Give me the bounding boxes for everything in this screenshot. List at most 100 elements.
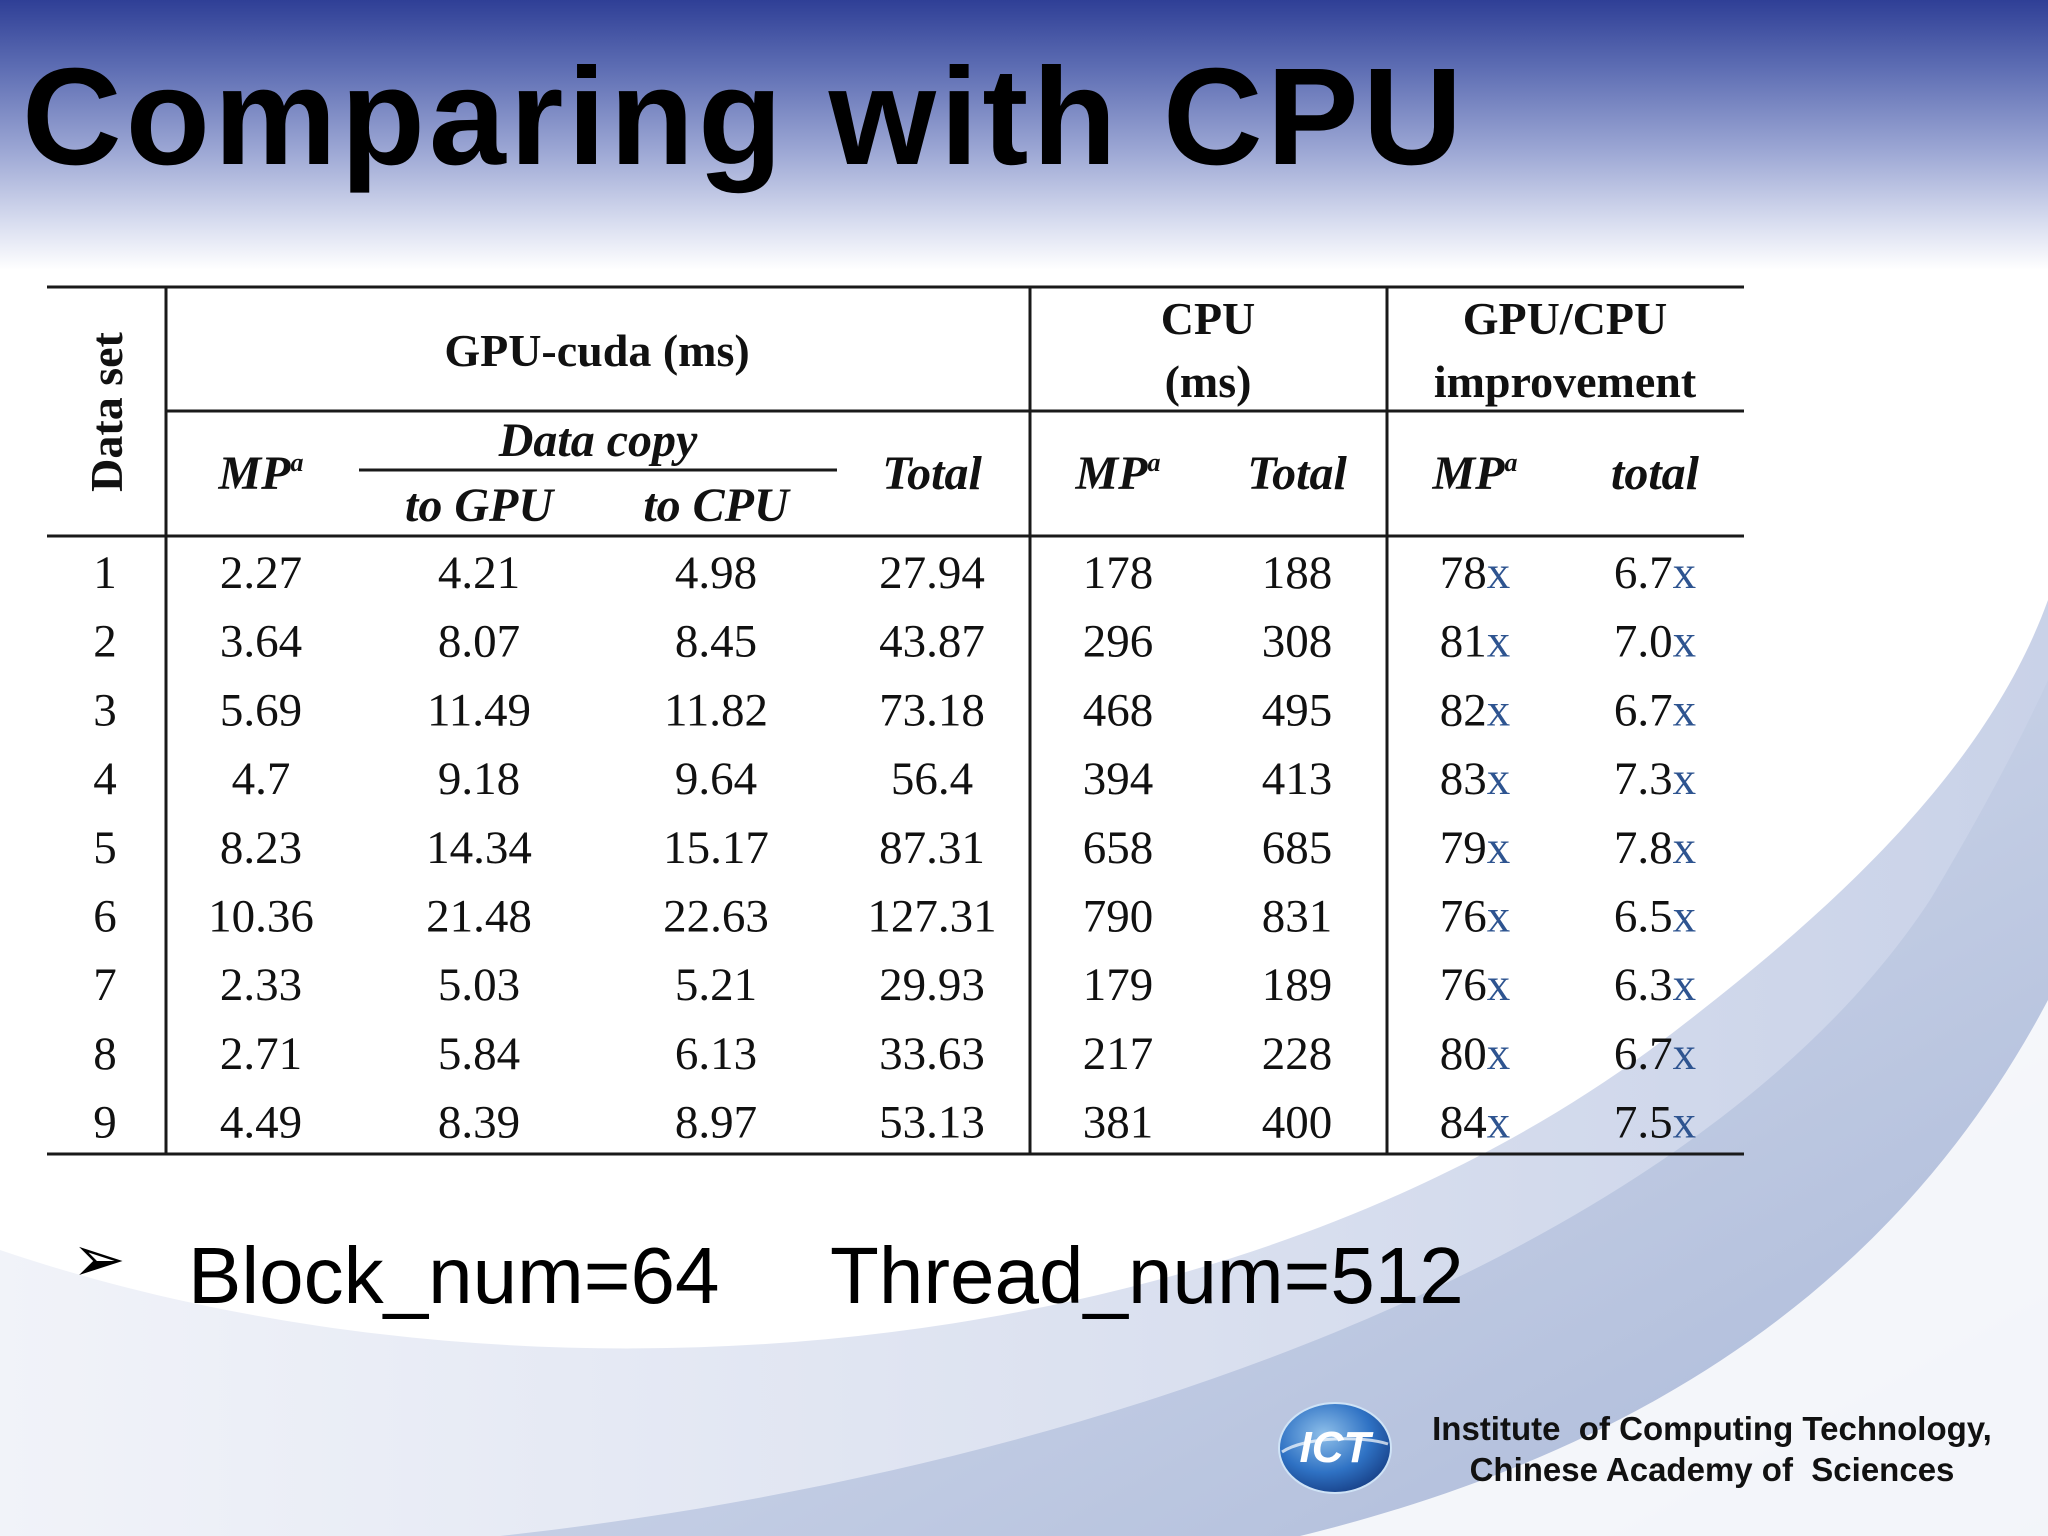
header-data-copy: Data copy <box>498 414 698 467</box>
cell-to-gpu: 8.07 <box>438 616 520 668</box>
cell-imp-total: 6.7x <box>1614 547 1696 599</box>
cell-cpu-mp: 658 <box>1083 822 1154 874</box>
cell-gpu-mp: 2.71 <box>220 1028 302 1080</box>
table-row: 3 5.69 11.49 11.82 73.18 468 495 82x 6.7x <box>93 684 1696 736</box>
header-improvement-line2: improvement <box>1434 356 1697 407</box>
cell-imp-mp: 78x <box>1440 547 1511 599</box>
cell-to-gpu: 5.03 <box>438 959 520 1011</box>
table-row: 2 3.64 8.07 8.45 43.87 296 308 81x 7.0x <box>93 616 1696 668</box>
x-suffix: x <box>1487 959 1511 1011</box>
cell-to-gpu: 21.48 <box>426 891 532 943</box>
cell-cpu-mp: 468 <box>1083 684 1154 736</box>
header-cpu-line2: (ms) <box>1165 356 1252 407</box>
cell-gpu-mp: 4.49 <box>220 1097 302 1149</box>
cell-gpu-total: 33.63 <box>879 1028 985 1080</box>
cell-dataset: 3 <box>93 684 117 736</box>
cell-gpu-total: 56.4 <box>891 753 973 805</box>
cell-imp-mp: 80x <box>1440 1028 1511 1080</box>
cell-to-cpu: 8.45 <box>675 616 757 668</box>
cell-to-gpu: 9.18 <box>438 753 520 805</box>
x-suffix: x <box>1487 891 1511 943</box>
institute-line1: Institute of Computing Technology, <box>1432 1410 1992 1447</box>
cell-dataset: 5 <box>93 822 117 874</box>
header-improvement-line1: GPU/CPU <box>1463 293 1667 344</box>
cell-imp-total: 6.7x <box>1614 684 1696 736</box>
x-suffix: x <box>1673 959 1697 1011</box>
cell-to-cpu: 9.64 <box>675 753 757 805</box>
table-row: 6 10.36 21.48 22.63 127.31 790 831 76x 6.5x <box>93 891 1696 943</box>
x-suffix: x <box>1487 1097 1511 1149</box>
cell-gpu-total: 127.31 <box>867 891 996 943</box>
cell-cpu-total: 413 <box>1262 753 1333 805</box>
cell-dataset: 6 <box>93 891 117 943</box>
cell-dataset: 8 <box>93 1028 117 1080</box>
cell-imp-total: 7.0x <box>1614 616 1696 668</box>
ict-logo-text: ICT <box>1300 1423 1374 1472</box>
cell-cpu-total: 228 <box>1262 1028 1333 1080</box>
results-table: Data set GPU-cuda (ms) CPU (ms) GPU/CPU … <box>47 284 1744 1156</box>
cell-gpu-mp: 3.64 <box>220 616 302 668</box>
institute-name: Institute of Computing Technology, Chine… <box>1412 1408 2012 1490</box>
cell-cpu-mp: 394 <box>1083 753 1154 805</box>
header-imp-total: total <box>1611 447 1700 500</box>
cell-imp-mp: 76x <box>1440 891 1511 943</box>
header-cpu-total: Total <box>1247 447 1347 500</box>
cell-cpu-total: 189 <box>1262 959 1333 1011</box>
cell-to-cpu: 6.13 <box>675 1028 757 1080</box>
cell-imp-mp: 84x <box>1440 1097 1511 1149</box>
x-suffix: x <box>1487 822 1511 874</box>
cell-dataset: 7 <box>93 959 117 1011</box>
slide-title: Comparing with CPU <box>22 40 1467 194</box>
cell-imp-total: 7.3x <box>1614 753 1696 805</box>
header-gpu-group: GPU-cuda (ms) <box>444 325 749 376</box>
cell-cpu-mp: 217 <box>1083 1028 1154 1080</box>
cell-to-cpu: 15.17 <box>663 822 769 874</box>
x-suffix: x <box>1673 616 1697 668</box>
header-dataset: Data set <box>81 331 132 491</box>
table-row: 7 2.33 5.03 5.21 29.93 179 189 76x 6.3x <box>93 959 1696 1011</box>
cell-gpu-mp: 10.36 <box>208 891 314 943</box>
header-to-gpu: to GPU <box>405 479 555 532</box>
x-suffix: x <box>1673 753 1697 805</box>
table-row: 9 4.49 8.39 8.97 53.13 381 400 84x 7.5x <box>93 1097 1696 1149</box>
x-suffix: x <box>1673 822 1697 874</box>
table-row: 5 8.23 14.34 15.17 87.31 658 685 79x 7.8x <box>93 822 1696 874</box>
cell-to-gpu: 8.39 <box>438 1097 520 1149</box>
x-suffix: x <box>1673 1097 1697 1149</box>
header-band <box>0 0 2048 270</box>
cell-dataset: 2 <box>93 616 117 668</box>
cell-cpu-mp: 296 <box>1083 616 1154 668</box>
cell-cpu-total: 188 <box>1262 547 1333 599</box>
cell-cpu-mp: 179 <box>1083 959 1154 1011</box>
cell-to-cpu: 11.82 <box>664 684 768 736</box>
cell-cpu-mp: 178 <box>1083 547 1154 599</box>
x-suffix: x <box>1487 753 1511 805</box>
cell-cpu-total: 308 <box>1262 616 1333 668</box>
results-table-svg: Data set GPU-cuda (ms) CPU (ms) GPU/CPU … <box>47 285 1744 1156</box>
cell-to-gpu: 14.34 <box>426 822 532 874</box>
cell-imp-mp: 76x <box>1440 959 1511 1011</box>
ict-logo-icon: ICT <box>1278 1402 1392 1494</box>
table-row: 8 2.71 5.84 6.13 33.63 217 228 80x 6.7x <box>93 1028 1696 1080</box>
x-suffix: x <box>1487 547 1511 599</box>
cell-to-cpu: 5.21 <box>675 959 757 1011</box>
cell-cpu-total: 495 <box>1262 684 1333 736</box>
cell-imp-mp: 79x <box>1440 822 1511 874</box>
cell-gpu-total: 27.94 <box>879 547 985 599</box>
header-to-cpu: to CPU <box>643 479 791 532</box>
cell-imp-mp: 82x <box>1440 684 1511 736</box>
table-body: 1 2.27 4.21 4.98 27.94 178 188 78x 6.7x2 3.64 8.07… <box>93 547 1696 1149</box>
param-block-num: Block_num=64 <box>188 1231 720 1320</box>
cell-to-cpu: 22.63 <box>663 891 769 943</box>
cell-to-cpu: 4.98 <box>675 547 757 599</box>
header-cpu-mp: MPa <box>1075 447 1161 500</box>
x-suffix: x <box>1487 616 1511 668</box>
cell-dataset: 9 <box>93 1097 117 1149</box>
cell-to-gpu: 4.21 <box>438 547 520 599</box>
cell-imp-total: 6.5x <box>1614 891 1696 943</box>
cell-cpu-total: 831 <box>1262 891 1333 943</box>
header-gpu-total: Total <box>882 447 982 500</box>
bullet-arrow-icon: ➢ <box>72 1223 126 1297</box>
cell-cpu-total: 685 <box>1262 822 1333 874</box>
